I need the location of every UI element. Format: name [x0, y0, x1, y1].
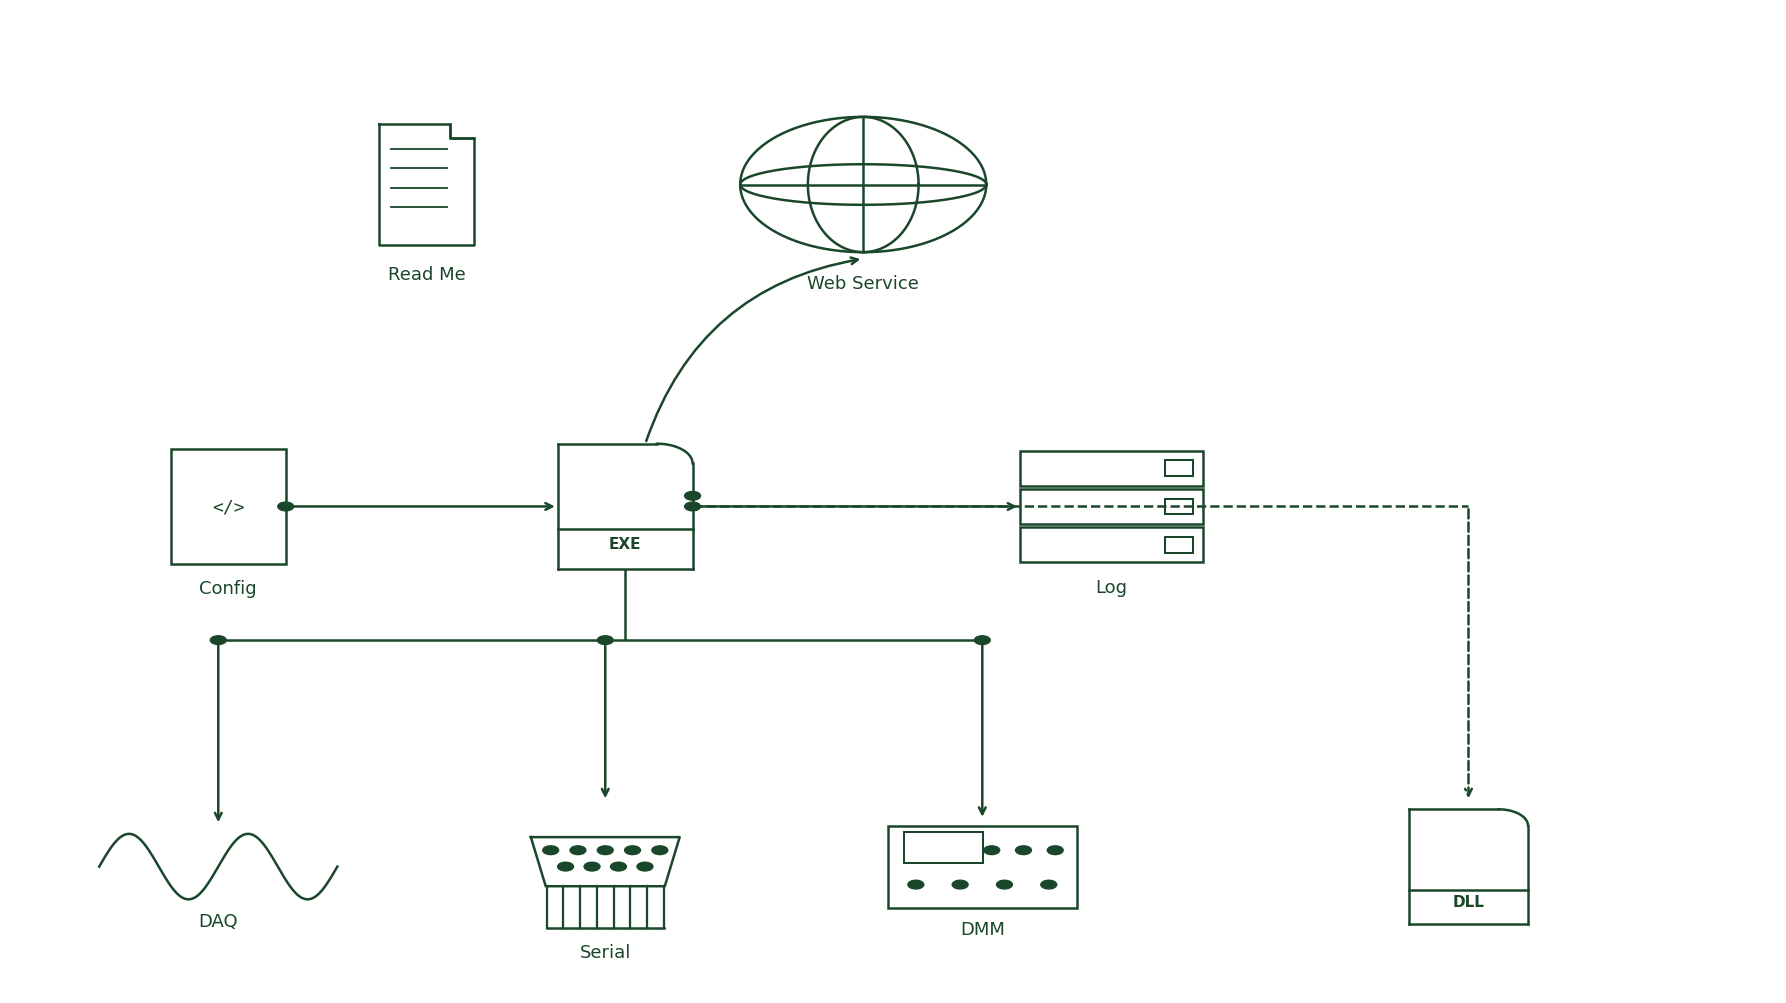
Circle shape — [543, 846, 559, 855]
Circle shape — [611, 863, 627, 871]
Circle shape — [1016, 846, 1032, 855]
Text: Web Service: Web Service — [807, 275, 920, 293]
Bar — [1164, 461, 1193, 476]
Circle shape — [652, 846, 668, 855]
Text: DMM: DMM — [959, 920, 1006, 938]
Circle shape — [975, 636, 989, 645]
Circle shape — [597, 636, 613, 645]
Text: </>: </> — [213, 497, 245, 516]
Circle shape — [597, 846, 613, 855]
Circle shape — [625, 846, 641, 855]
Bar — [904, 832, 982, 864]
Text: Read Me: Read Me — [388, 266, 466, 284]
Bar — [1020, 528, 1202, 563]
Bar — [1020, 489, 1202, 525]
Circle shape — [1041, 881, 1057, 889]
Text: DLL: DLL — [1452, 894, 1484, 909]
Text: Serial: Serial — [580, 943, 630, 961]
Text: Config: Config — [200, 580, 257, 598]
Bar — [171, 449, 286, 564]
Bar — [1020, 451, 1202, 486]
Circle shape — [211, 636, 227, 645]
Text: EXE: EXE — [609, 537, 641, 552]
Bar — [1164, 499, 1193, 515]
Circle shape — [984, 846, 1000, 855]
Circle shape — [570, 846, 586, 855]
Text: Log: Log — [1095, 579, 1127, 597]
Circle shape — [997, 881, 1013, 889]
Circle shape — [557, 863, 573, 871]
Circle shape — [584, 863, 600, 871]
Circle shape — [907, 881, 923, 889]
Circle shape — [638, 863, 654, 871]
Circle shape — [1047, 846, 1063, 855]
Bar — [888, 825, 1077, 908]
Bar — [1164, 538, 1193, 553]
Circle shape — [952, 881, 968, 889]
Circle shape — [684, 491, 700, 500]
Circle shape — [684, 503, 700, 512]
Text: DAQ: DAQ — [198, 913, 238, 930]
Circle shape — [279, 503, 293, 512]
